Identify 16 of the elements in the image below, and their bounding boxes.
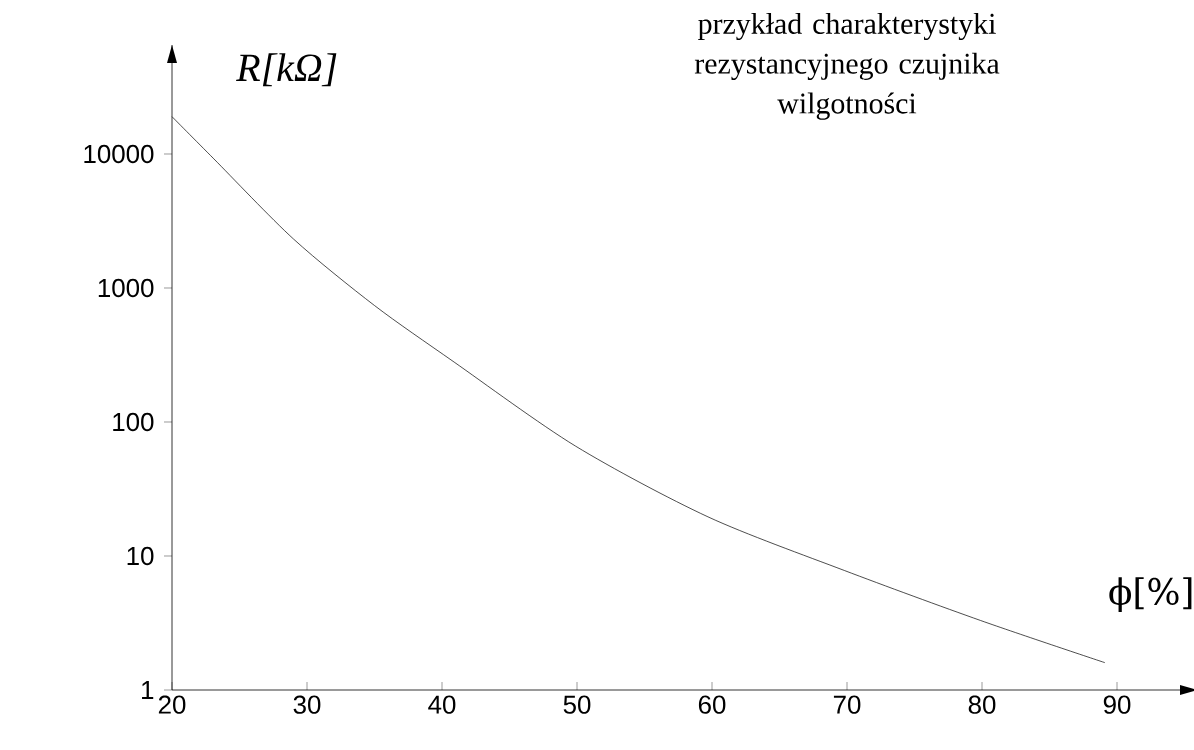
y-tick-label: 10000 <box>84 144 154 164</box>
x-tick-label: 80 <box>968 695 996 714</box>
y-axis-title: R[kΩ] <box>236 53 337 87</box>
x-tick-label: 20 <box>158 695 186 714</box>
x-tick-label: 70 <box>833 695 861 714</box>
x-tick-label: 50 <box>563 695 591 714</box>
x-tick-label: 30 <box>293 695 321 714</box>
y-tick-label: 10 <box>127 546 154 566</box>
x-tick-label: 60 <box>698 695 726 714</box>
x-tick-label: 40 <box>428 695 456 714</box>
chart-title: przykład charakterystyki rezystancyjnego czujnika wilgotności <box>694 12 1000 120</box>
y-tick-label: 100 <box>113 412 154 432</box>
x-tick-label: 90 <box>1103 695 1131 714</box>
y-tick-label: 1000 <box>98 278 154 298</box>
x-axis-title: ϕ[%] <box>1109 577 1192 612</box>
y-tick-label: 1 <box>142 681 154 699</box>
